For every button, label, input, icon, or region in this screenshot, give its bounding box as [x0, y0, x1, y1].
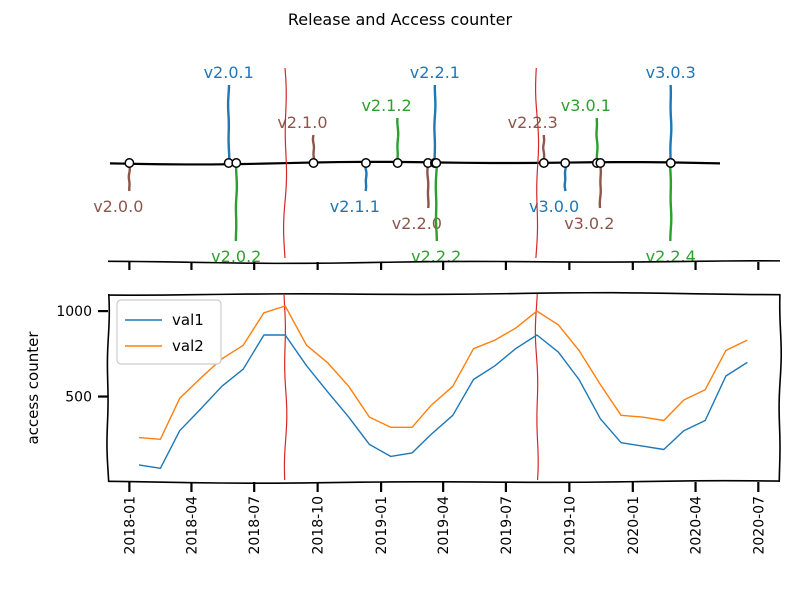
- release-label: v3.0.3: [646, 63, 696, 82]
- x-tick-label: 2020-04: [689, 496, 705, 555]
- release-stem: [669, 84, 673, 164]
- release-marker: [360, 158, 371, 168]
- y-tick-label: 500: [65, 390, 92, 406]
- release-label: v2.0.1: [204, 63, 254, 82]
- plot-frame-right: [778, 293, 783, 483]
- release-label: v2.0.2: [211, 247, 261, 266]
- release-label: v2.2.4: [646, 247, 696, 266]
- release-label: v2.1.1: [330, 197, 380, 216]
- legend-label: val1: [172, 311, 204, 329]
- release-label: v3.0.1: [561, 96, 611, 115]
- x-tick-label: 2018-07: [247, 496, 263, 555]
- release-label: v2.2.1: [410, 63, 460, 82]
- plot-vline: [534, 293, 539, 481]
- release-marker: [560, 158, 571, 168]
- legend: val1 val2: [116, 299, 222, 365]
- plot-vline: [283, 293, 288, 481]
- release-stem: [395, 117, 400, 164]
- legend-box: [116, 299, 222, 365]
- release-stem: [226, 84, 231, 164]
- release-marker: [308, 158, 319, 168]
- release-stem: [426, 162, 430, 209]
- release-stem: [668, 162, 673, 242]
- release-stem: [595, 117, 599, 164]
- release-marker: [392, 158, 403, 168]
- series-line-val1: [138, 334, 748, 469]
- release-marker: [231, 158, 242, 168]
- timeline-baseline: [109, 160, 721, 166]
- release-marker: [665, 158, 676, 168]
- release-label: v2.2.2: [411, 247, 461, 266]
- plot-frame-left: [106, 293, 111, 483]
- x-tick-label: 2019-07: [499, 496, 515, 555]
- x-tick-label: 2020-07: [751, 496, 767, 555]
- release-marker: [595, 158, 606, 168]
- chart-title: Release and Access counter: [288, 10, 513, 29]
- y-axis-label: access counter: [24, 331, 42, 445]
- x-tick-label: 2019-10: [562, 496, 578, 555]
- series-line-val2: [138, 305, 748, 440]
- timeline-vline: [534, 67, 540, 259]
- release-label: v3.0.0: [529, 197, 579, 216]
- access-line-plot: 500 1000 2018-01 2018-04 2018-07 2018-10 2019-…: [24, 291, 783, 555]
- x-tick-label: 2018-10: [311, 496, 327, 555]
- release-timeline: v2.0.0 v2.0.1 v2.0.2 v2.1.0 v2.1.1 v2.1.2 v2.2…: [93, 63, 781, 270]
- release-label: v2.1.0: [277, 113, 327, 132]
- x-tick-label: 2019-04: [436, 496, 452, 555]
- release-label: v3.0.2: [564, 214, 614, 233]
- plot-frame-top: [107, 291, 781, 296]
- x-tick-label: 2018-01: [122, 496, 138, 555]
- timeline-axis: [107, 260, 781, 265]
- plot-frame-bottom: [107, 479, 781, 484]
- release-label: v2.0.0: [93, 197, 143, 216]
- release-marker: [538, 158, 549, 168]
- release-stem: [234, 162, 239, 242]
- y-tick-label: 1000: [56, 304, 92, 320]
- release-stem: [434, 162, 439, 242]
- release-label: v2.1.2: [361, 96, 411, 115]
- x-tick-label: 2019-01: [374, 496, 390, 555]
- timeline-vline: [282, 67, 288, 259]
- release-stem: [433, 84, 437, 164]
- release-marker: [431, 158, 442, 168]
- release-stem: [598, 162, 603, 209]
- legend-label: val2: [172, 337, 204, 355]
- release-label: v2.2.3: [508, 113, 558, 132]
- release-label: v2.2.0: [392, 214, 442, 233]
- x-tick-label: 2020-01: [626, 496, 642, 555]
- release-marker: [124, 158, 135, 168]
- x-tick-label: 2018-04: [184, 496, 200, 555]
